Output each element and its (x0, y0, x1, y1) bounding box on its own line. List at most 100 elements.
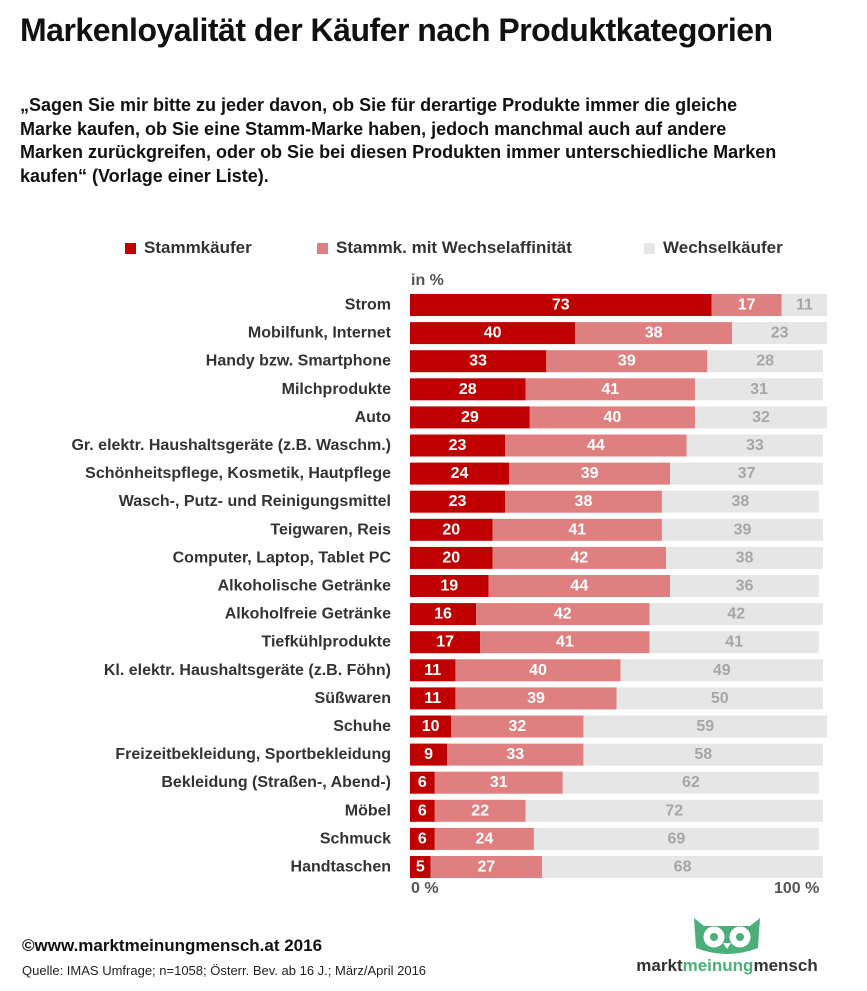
value-label-gr-elektr-haushaltsgeräte-z-b-waschm-s0: 23 (449, 437, 467, 454)
logo-text-mensch: mensch (753, 956, 818, 975)
bar-segment-mobilfunk-internet-s0 (410, 322, 576, 345)
brand-logo: marktmeinungmensch (622, 910, 842, 986)
bar-segment-gr-elektr-haushaltsgeräte-z-b-waschm-s0 (410, 434, 505, 457)
bar-segment-handy-bzw-smartphone-s0 (410, 350, 547, 373)
value-label-alkoholfreie-getränke-s0: 16 (434, 606, 452, 623)
bar-segment-strom-s1 (711, 294, 782, 316)
bar-segment-schmuck-s0 (410, 827, 435, 850)
value-label-handtaschen-s2: 68 (674, 859, 692, 876)
category-label-schmuck: Schmuck (320, 830, 391, 847)
legend-swatch-wechselaffinitaet (317, 242, 328, 254)
value-label-handtaschen-s1: 27 (478, 859, 496, 876)
value-label-süßwaren-s1: 39 (527, 690, 545, 707)
owl-icon (694, 918, 760, 954)
value-label-teigwaren-reis-s2: 39 (734, 521, 752, 538)
bar-segment-alkoholfreie-getränke-s0 (410, 603, 477, 626)
value-label-mobilfunk-internet-s0: 40 (484, 325, 502, 342)
value-label-computer-laptop-tablet-pc-s2: 38 (736, 549, 754, 566)
bar-segment-schuhe-s2 (583, 715, 828, 738)
bar-segment-milchprodukte-s2 (694, 378, 823, 401)
value-label-freizeitbekleidung-sportbekleidung-s1: 33 (506, 746, 524, 763)
bar-segment-möbel-s1 (434, 799, 526, 822)
chart-title: Markenloyalität der Käufer nach Produktk… (20, 12, 773, 48)
value-label-schmuck-s1: 24 (475, 830, 493, 847)
survey-question: „Sagen Sie mir bitte zu jeder davon, ob … (20, 95, 777, 186)
legend-label-wechselaffinitaet: Stammk. mit Wechselaffinität (336, 238, 572, 257)
value-label-strom-s2: 11 (796, 297, 813, 314)
value-label-handy-bzw-smartphone-s2: 28 (756, 353, 774, 370)
legend: Stammkäufer Stammk. mit Wechselaffinität… (0, 238, 867, 262)
category-label-teigwaren-reis: Teigwaren, Reis (270, 521, 391, 538)
category-label-alkoholfreie-getränke: Alkoholfreie Getränke (225, 606, 391, 623)
bar-segment-gr-elektr-haushaltsgeräte-z-b-waschm-s2 (686, 434, 823, 457)
bar-segment-schönheitspflege-kosmetik-hautpflege-s1 (509, 462, 671, 485)
value-label-freizeitbekleidung-sportbekleidung-s2: 58 (694, 746, 712, 763)
unit-label: in % (411, 272, 444, 289)
bar-segment-milchprodukte-s0 (410, 378, 526, 401)
bar-segment-kl-elektr-haushaltsgeräte-z-b-föhn-s0 (410, 659, 456, 682)
value-label-möbel-s2: 72 (665, 802, 683, 819)
value-label-kl-elektr-haushaltsgeräte-z-b-föhn-s1: 40 (529, 662, 547, 679)
value-label-möbel-s0: 6 (418, 802, 427, 819)
value-label-schönheitspflege-kosmetik-hautpflege-s2: 37 (738, 465, 756, 482)
category-label-milchprodukte: Milchprodukte (282, 381, 391, 398)
bar-segment-auto-s2 (694, 406, 828, 429)
bar-segment-handtaschen-s0 (410, 856, 431, 878)
bar-segment-gr-elektr-haushaltsgeräte-z-b-waschm-s1 (504, 434, 687, 457)
category-label-handy-bzw-smartphone: Handy bzw. Smartphone (206, 353, 391, 370)
bar-segment-alkoholische-getränke-s2 (670, 575, 819, 597)
bar-segment-alkoholfreie-getränke-s2 (649, 603, 823, 626)
bar-segment-schönheitspflege-kosmetik-hautpflege-s2 (670, 462, 823, 485)
bar-segment-milchprodukte-s1 (525, 378, 695, 401)
legend-swatch-wechselkaeufer (644, 242, 655, 254)
bar-segment-alkoholische-getränke-s1 (488, 575, 671, 597)
value-label-handtaschen-s0: 5 (416, 859, 425, 876)
value-label-wasch-putz-und-reinigungsmittel-s0: 23 (449, 493, 467, 510)
bar-segment-wasch-putz-und-reinigungsmittel-s0 (410, 490, 505, 513)
value-label-handy-bzw-smartphone-s0: 33 (469, 353, 487, 370)
value-label-wasch-putz-und-reinigungsmittel-s1: 38 (575, 493, 593, 510)
bar-segment-schuhe-s0 (410, 715, 452, 738)
bar-segment-wasch-putz-und-reinigungsmittel-s1 (504, 490, 662, 513)
category-label-auto: Auto (355, 409, 392, 426)
category-label-freizeitbekleidung-sportbekleidung: Freizeitbekleidung, Sportbekleidung (115, 746, 391, 763)
value-label-tiefkühlprodukte-s1: 41 (556, 634, 574, 651)
value-label-gr-elektr-haushaltsgeräte-z-b-waschm-s2: 33 (746, 437, 764, 454)
bar-segment-freizeitbekleidung-sportbekleidung-s1 (447, 743, 584, 766)
value-label-auto-s0: 29 (461, 409, 479, 426)
bar-segment-alkoholische-getränke-s0 (410, 575, 489, 597)
value-label-milchprodukte-s0: 28 (459, 381, 477, 398)
category-label-tiefkühlprodukte: Tiefkühlprodukte (262, 634, 392, 651)
bar-segment-schmuck-s1 (434, 827, 534, 850)
value-label-teigwaren-reis-s1: 41 (568, 521, 586, 538)
bar-segment-schmuck-s2 (533, 827, 819, 850)
bar-segment-handy-bzw-smartphone-s2 (707, 350, 823, 373)
value-label-milchprodukte-s1: 41 (601, 381, 619, 398)
category-label-strom: Strom (345, 297, 391, 314)
legend-label-stammkaeufer: Stammkäufer (144, 238, 252, 257)
category-label-mobilfunk-internet: Mobilfunk, Internet (248, 325, 392, 342)
category-label-schuhe: Schuhe (333, 718, 391, 735)
bar-segment-kl-elektr-haushaltsgeräte-z-b-föhn-s2 (620, 659, 823, 682)
category-label-süßwaren: Süßwaren (315, 690, 391, 707)
value-label-schuhe-s1: 32 (508, 718, 526, 735)
value-label-computer-laptop-tablet-pc-s0: 20 (442, 549, 460, 566)
bar-segment-kl-elektr-haushaltsgeräte-z-b-föhn-s1 (455, 659, 621, 682)
value-label-milchprodukte-s2: 31 (750, 381, 768, 398)
value-label-möbel-s1: 22 (471, 802, 489, 819)
value-label-computer-laptop-tablet-pc-s1: 42 (570, 549, 588, 566)
bar-segment-tiefkühlprodukte-s0 (410, 631, 481, 654)
category-label-kl-elektr-haushaltsgeräte-z-b-föhn: Kl. elektr. Haushaltsgeräte (z.B. Föhn) (104, 662, 391, 679)
bar-segment-tiefkühlprodukte-s2 (649, 631, 819, 654)
legend-item-stammkaeufer: Stammkäufer (125, 238, 252, 258)
value-label-kl-elektr-haushaltsgeräte-z-b-föhn-s0: 11 (424, 662, 441, 679)
bar-segment-teigwaren-reis-s1 (492, 518, 662, 541)
value-label-freizeitbekleidung-sportbekleidung-s0: 9 (424, 746, 433, 763)
value-label-alkoholfreie-getränke-s1: 42 (554, 606, 572, 623)
value-label-alkoholische-getränke-s0: 19 (440, 578, 458, 595)
legend-label-wechselkaeufer: Wechselkäufer (663, 238, 783, 257)
bar-segment-handtaschen-s2 (542, 856, 823, 878)
value-label-mobilfunk-internet-s1: 38 (645, 325, 663, 342)
bar-segment-möbel-s2 (525, 799, 823, 822)
